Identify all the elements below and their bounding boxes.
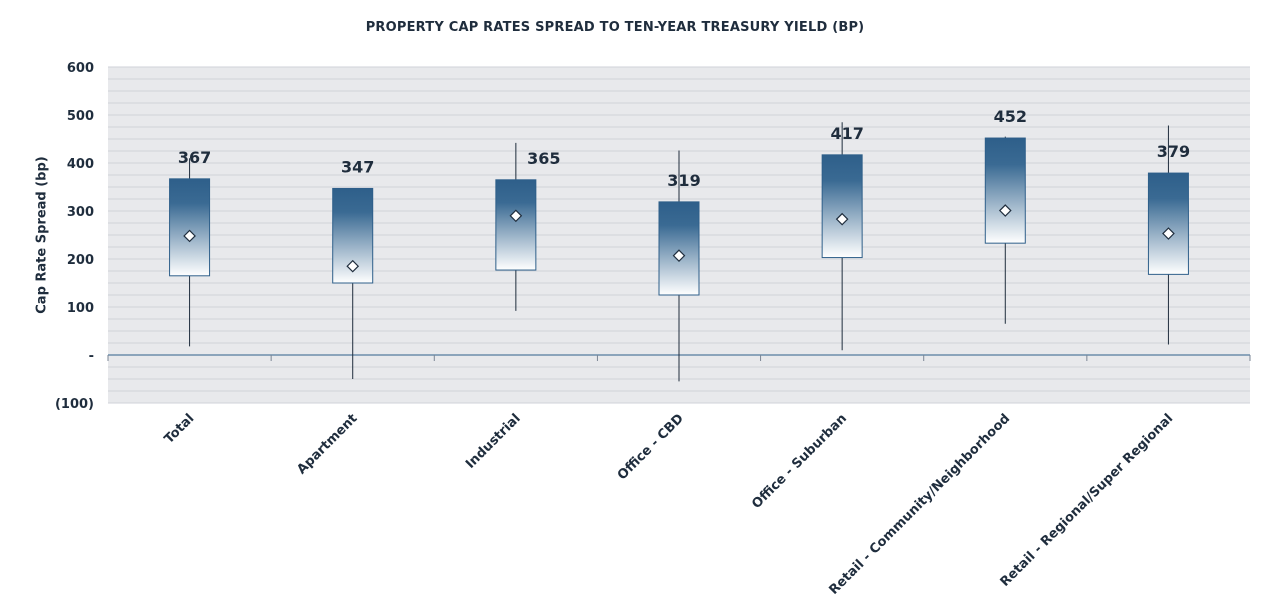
box: [984, 137, 1026, 244]
data-label: 452: [994, 107, 1027, 126]
mean-marker: [509, 209, 523, 223]
data-label: 319: [667, 171, 700, 190]
data-label: 347: [341, 157, 374, 176]
box: [821, 154, 863, 259]
box: [169, 178, 211, 277]
mean-marker: [1162, 227, 1175, 240]
y-tick-label: 600: [67, 61, 94, 76]
data-label: 379: [1157, 142, 1190, 161]
y-tick-label: 400: [67, 157, 94, 172]
chart-title: PROPERTY CAP RATES SPREAD TO TEN-YEAR TR…: [365, 20, 865, 35]
category-label: Retail - Community/Neighborhood: [826, 411, 1013, 598]
box: [495, 179, 537, 271]
mean-marker: [998, 204, 1012, 217]
mean-marker: [346, 259, 360, 273]
y-tick-label: 300: [67, 205, 94, 220]
box: [658, 201, 700, 296]
mean-marker: [183, 229, 196, 243]
y-tick-label: -: [89, 349, 94, 364]
category-label: Total: [162, 411, 198, 447]
data-label: 417: [830, 124, 863, 143]
y-tick-label: 500: [67, 109, 94, 124]
category-label: Industrial: [463, 411, 524, 472]
data-label: 367: [178, 148, 211, 167]
category-label: Office - Suburban: [749, 411, 850, 512]
category-label: Retail - Regional/Super Regional: [998, 411, 1177, 590]
y-tick-label: 200: [67, 253, 94, 268]
y-tick-label: 100: [67, 301, 94, 316]
category-label: Office - CBD: [615, 411, 687, 483]
mean-marker: [835, 212, 849, 226]
y-tick-label: (100): [55, 397, 94, 412]
mean-marker: [672, 249, 686, 262]
box: [1147, 172, 1189, 275]
data-label: 365: [527, 149, 560, 168]
category-label: Apartment: [294, 411, 360, 477]
